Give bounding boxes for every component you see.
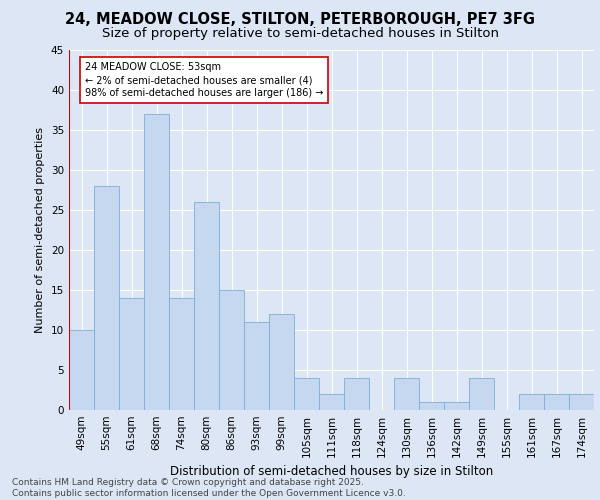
Bar: [194, 202, 219, 410]
Bar: [69, 330, 94, 410]
Bar: [244, 322, 269, 410]
Text: Size of property relative to semi-detached houses in Stilton: Size of property relative to semi-detach…: [101, 28, 499, 40]
Bar: [319, 394, 344, 410]
Bar: [344, 378, 369, 410]
Bar: [94, 186, 119, 410]
Bar: [569, 394, 594, 410]
Bar: [169, 298, 194, 410]
Bar: [444, 402, 469, 410]
Text: 24 MEADOW CLOSE: 53sqm
← 2% of semi-detached houses are smaller (4)
98% of semi-: 24 MEADOW CLOSE: 53sqm ← 2% of semi-deta…: [85, 62, 323, 98]
Y-axis label: Number of semi-detached properties: Number of semi-detached properties: [35, 127, 46, 333]
Bar: [219, 290, 244, 410]
Bar: [294, 378, 319, 410]
Bar: [119, 298, 144, 410]
Text: 24, MEADOW CLOSE, STILTON, PETERBOROUGH, PE7 3FG: 24, MEADOW CLOSE, STILTON, PETERBOROUGH,…: [65, 12, 535, 28]
Bar: [419, 402, 444, 410]
Bar: [469, 378, 494, 410]
Bar: [144, 114, 169, 410]
X-axis label: Distribution of semi-detached houses by size in Stilton: Distribution of semi-detached houses by …: [170, 466, 493, 478]
Bar: [269, 314, 294, 410]
Bar: [519, 394, 544, 410]
Bar: [394, 378, 419, 410]
Text: Contains HM Land Registry data © Crown copyright and database right 2025.
Contai: Contains HM Land Registry data © Crown c…: [12, 478, 406, 498]
Bar: [544, 394, 569, 410]
